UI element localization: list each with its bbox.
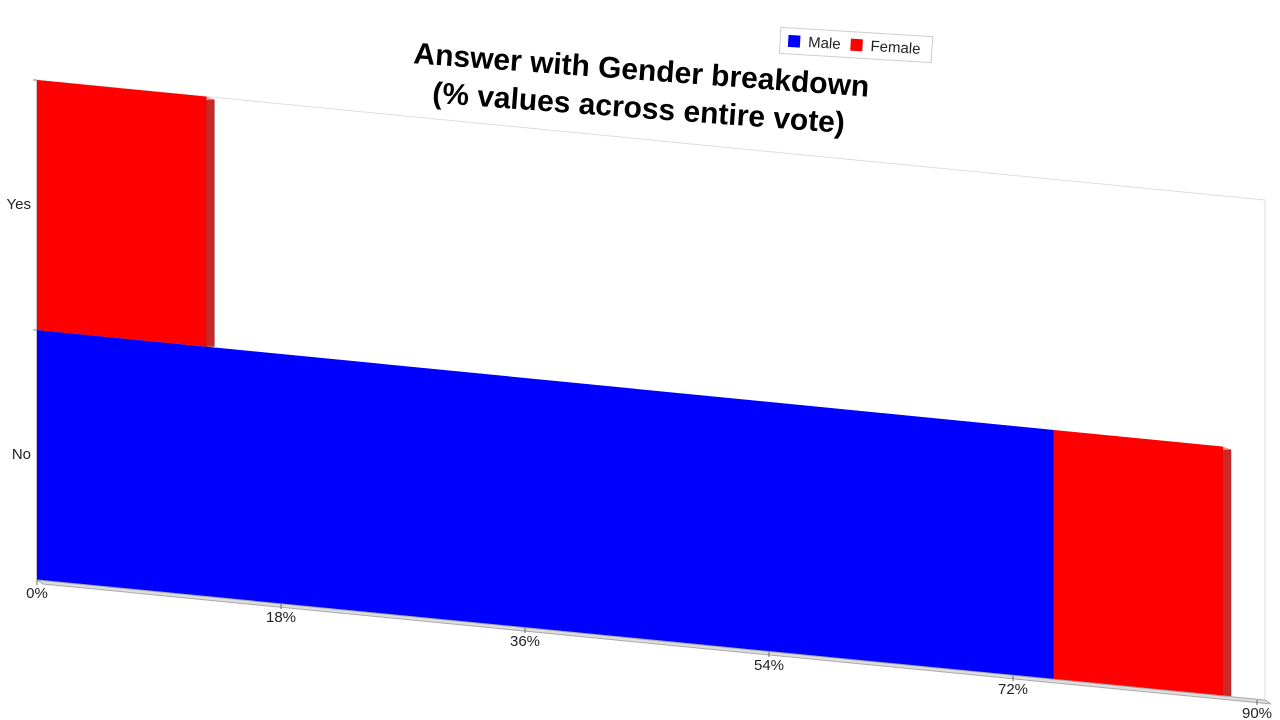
- legend-label: Male: [808, 34, 841, 53]
- bar-side-shade: [206, 99, 215, 347]
- bar-top-face: [37, 80, 215, 100]
- x-tick-label: 72%: [998, 681, 1028, 698]
- bar-side-shade: [1223, 449, 1232, 697]
- legend-swatch: [850, 38, 863, 52]
- y-tick-label: Yes: [7, 196, 31, 213]
- bar-top-face: [37, 330, 1062, 433]
- bar: [37, 80, 207, 347]
- x-tick-label: 18%: [266, 609, 296, 626]
- x-tick-label: 36%: [510, 633, 540, 650]
- y-tick-label: No: [12, 446, 31, 463]
- bar-side-face: [205, 99, 215, 348]
- bar: [1053, 430, 1224, 697]
- x-tick-label: 90%: [1242, 705, 1272, 720]
- x-tick-label: 54%: [754, 657, 784, 674]
- legend: Male Female: [778, 26, 934, 64]
- x-axis-floor: [36, 579, 1272, 705]
- bar: [37, 330, 1054, 680]
- bar-top-face: [1053, 430, 1232, 450]
- legend-label: Female: [870, 38, 921, 58]
- x-tick-label: 0%: [26, 585, 48, 602]
- plot-frame: [36, 79, 1266, 700]
- legend-swatch: [787, 34, 801, 48]
